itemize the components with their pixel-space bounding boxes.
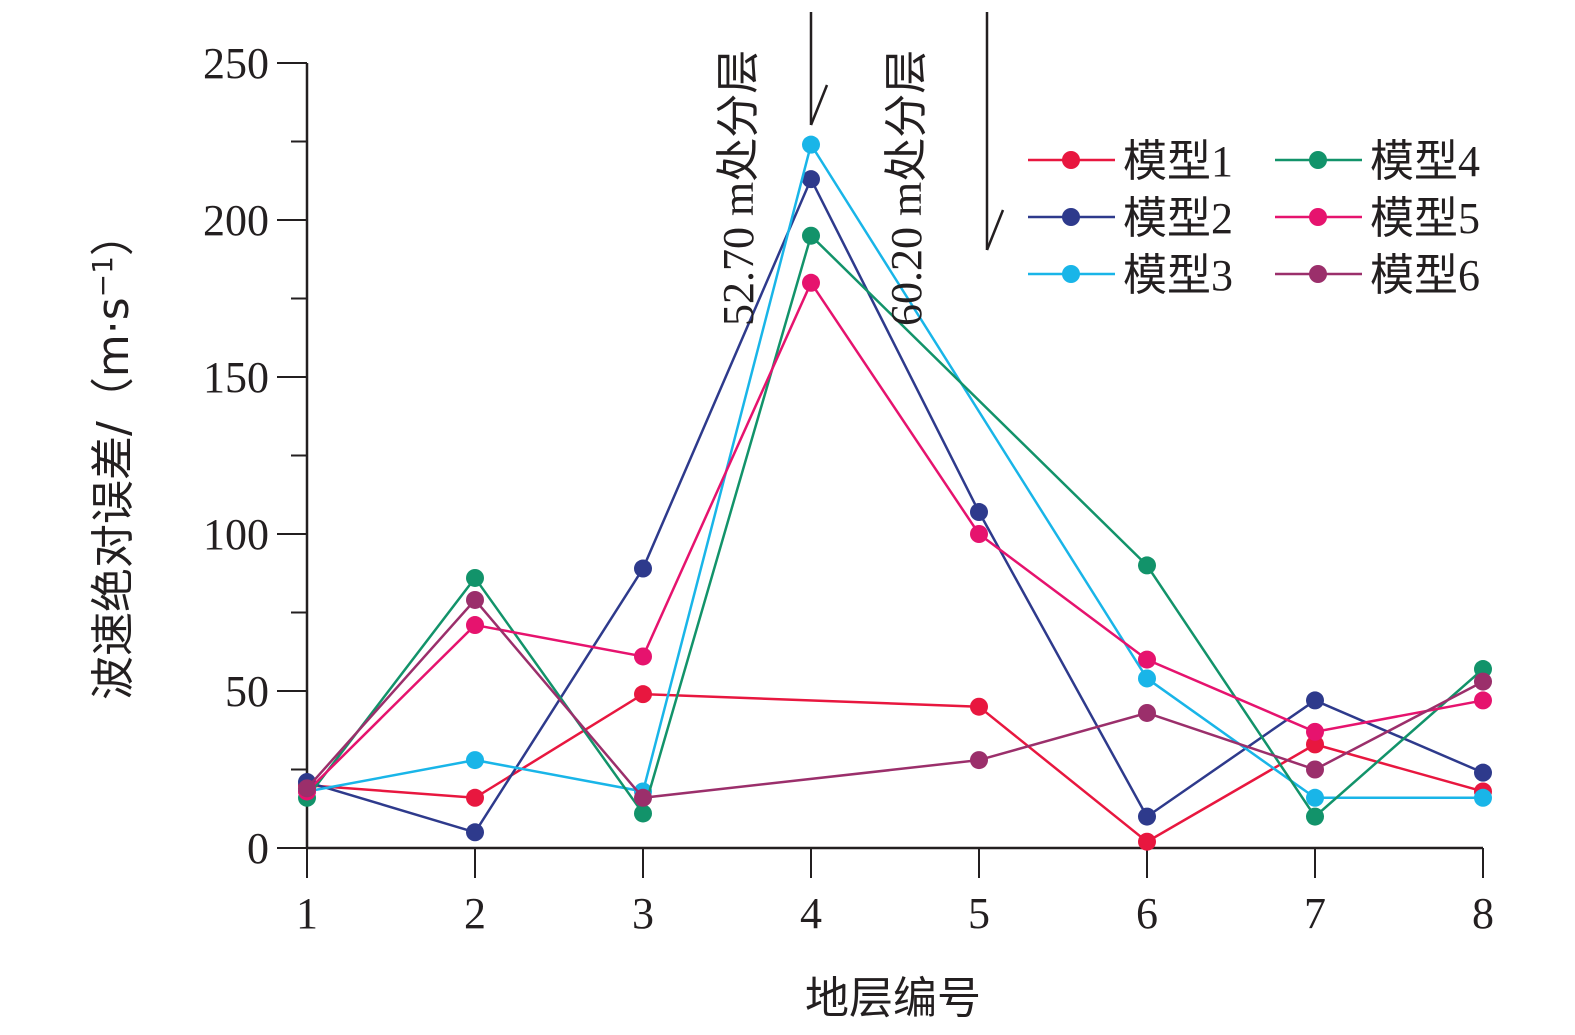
y-tick-label: 100: [203, 510, 269, 559]
boundary-label: 52.70 m处分层: [714, 50, 763, 326]
data-point: [1474, 660, 1492, 679]
legend-swatch-marker: [1309, 208, 1327, 226]
legend-label: 模型3: [1123, 251, 1233, 300]
series-4: [298, 226, 1492, 826]
legend-swatch-marker: [1309, 265, 1327, 283]
series-layer: [298, 135, 1492, 851]
data-point: [466, 568, 484, 587]
data-point: [802, 226, 820, 245]
data-point: [970, 525, 988, 543]
y-ticks: 0 50 100 150 200 250: [203, 39, 307, 873]
data-point: [1474, 788, 1492, 807]
legend-item-6: 模型6: [1275, 251, 1480, 300]
series-line: [306, 280, 1484, 793]
legend-item-4: 模型4: [1275, 137, 1480, 186]
data-point: [466, 823, 484, 842]
series-5: [298, 273, 1492, 801]
y-tick-label: 200: [203, 196, 269, 245]
x-ticks: 1 2 3 4 5 6 7 8: [296, 848, 1494, 938]
data-point: [634, 559, 652, 578]
data-point: [970, 751, 988, 770]
boundary-arrow-head: [809, 84, 829, 126]
y-axis-title-exponent: −1: [86, 256, 119, 297]
x-tick-label: 3: [632, 889, 654, 938]
y-tick-label: 50: [225, 667, 269, 716]
data-point: [1138, 669, 1156, 688]
data-point: [466, 590, 484, 609]
data-point: [1306, 788, 1324, 807]
legend-item-5: 模型5: [1275, 194, 1480, 243]
data-point: [1306, 691, 1324, 710]
y-tick-label: 0: [247, 824, 269, 873]
x-tick-label: 6: [1136, 889, 1158, 938]
x-tick-label: 5: [968, 889, 990, 938]
legend-item-1: 模型1: [1028, 137, 1233, 186]
data-point: [1306, 735, 1324, 754]
annotations: 52.70 m处分层 60.20 m处分层: [714, 12, 1005, 326]
legend-label: 模型2: [1123, 194, 1233, 243]
data-point: [1306, 760, 1324, 779]
x-tick-label: 1: [296, 889, 318, 938]
x-tick-label: 8: [1472, 889, 1494, 938]
data-point: [466, 616, 484, 635]
legend-item-2: 模型2: [1028, 194, 1233, 243]
data-point: [298, 779, 316, 798]
legend-label: 模型6: [1370, 251, 1480, 300]
data-point: [802, 273, 820, 292]
data-point: [1474, 691, 1492, 710]
data-point: [466, 751, 484, 770]
legend-item-3: 模型3: [1028, 251, 1233, 300]
x-axis-title: 地层编号: [805, 973, 981, 1024]
data-point: [970, 697, 988, 716]
data-point: [634, 804, 652, 823]
data-point: [802, 170, 820, 189]
y-tick-label: 150: [203, 353, 269, 402]
data-point: [1306, 807, 1324, 826]
boundary-label: 60.20 m处分层: [882, 50, 931, 326]
x-tick-label: 7: [1304, 889, 1326, 938]
data-point: [634, 685, 652, 704]
series-6: [298, 590, 1492, 807]
data-point: [1138, 650, 1156, 669]
data-point: [634, 647, 652, 666]
data-point: [1474, 763, 1492, 782]
legend-label: 模型1: [1123, 137, 1233, 186]
data-point: [1138, 703, 1156, 722]
x-tick-label: 2: [464, 889, 486, 938]
data-point: [1306, 722, 1324, 741]
data-point: [466, 788, 484, 807]
legend-swatch-marker: [1062, 208, 1080, 226]
legend-label: 模型4: [1370, 137, 1480, 186]
data-point: [1138, 807, 1156, 826]
boundary-arrow-head: [985, 209, 1005, 251]
legend-swatch-marker: [1309, 151, 1327, 169]
data-point: [1138, 556, 1156, 575]
data-point: [634, 788, 652, 807]
x-tick-label: 4: [800, 889, 822, 938]
data-point: [802, 135, 820, 154]
legend-swatch-marker: [1062, 265, 1080, 283]
y-axis-title-close: ）: [88, 212, 139, 256]
legend-label: 模型5: [1370, 194, 1480, 243]
y-tick-label: 250: [203, 39, 269, 88]
legend-swatch-marker: [1062, 151, 1080, 169]
y-axis-title: 波速绝对误差/（m·s−1）: [86, 212, 139, 700]
y-axis-title-main: 波速绝对误差/（m·s: [88, 297, 139, 700]
data-point: [1138, 832, 1156, 851]
legend: 模型1 模型2 模型3 模型4 模型5 模型6: [1028, 137, 1480, 300]
data-point: [1474, 672, 1492, 691]
data-point: [970, 503, 988, 522]
